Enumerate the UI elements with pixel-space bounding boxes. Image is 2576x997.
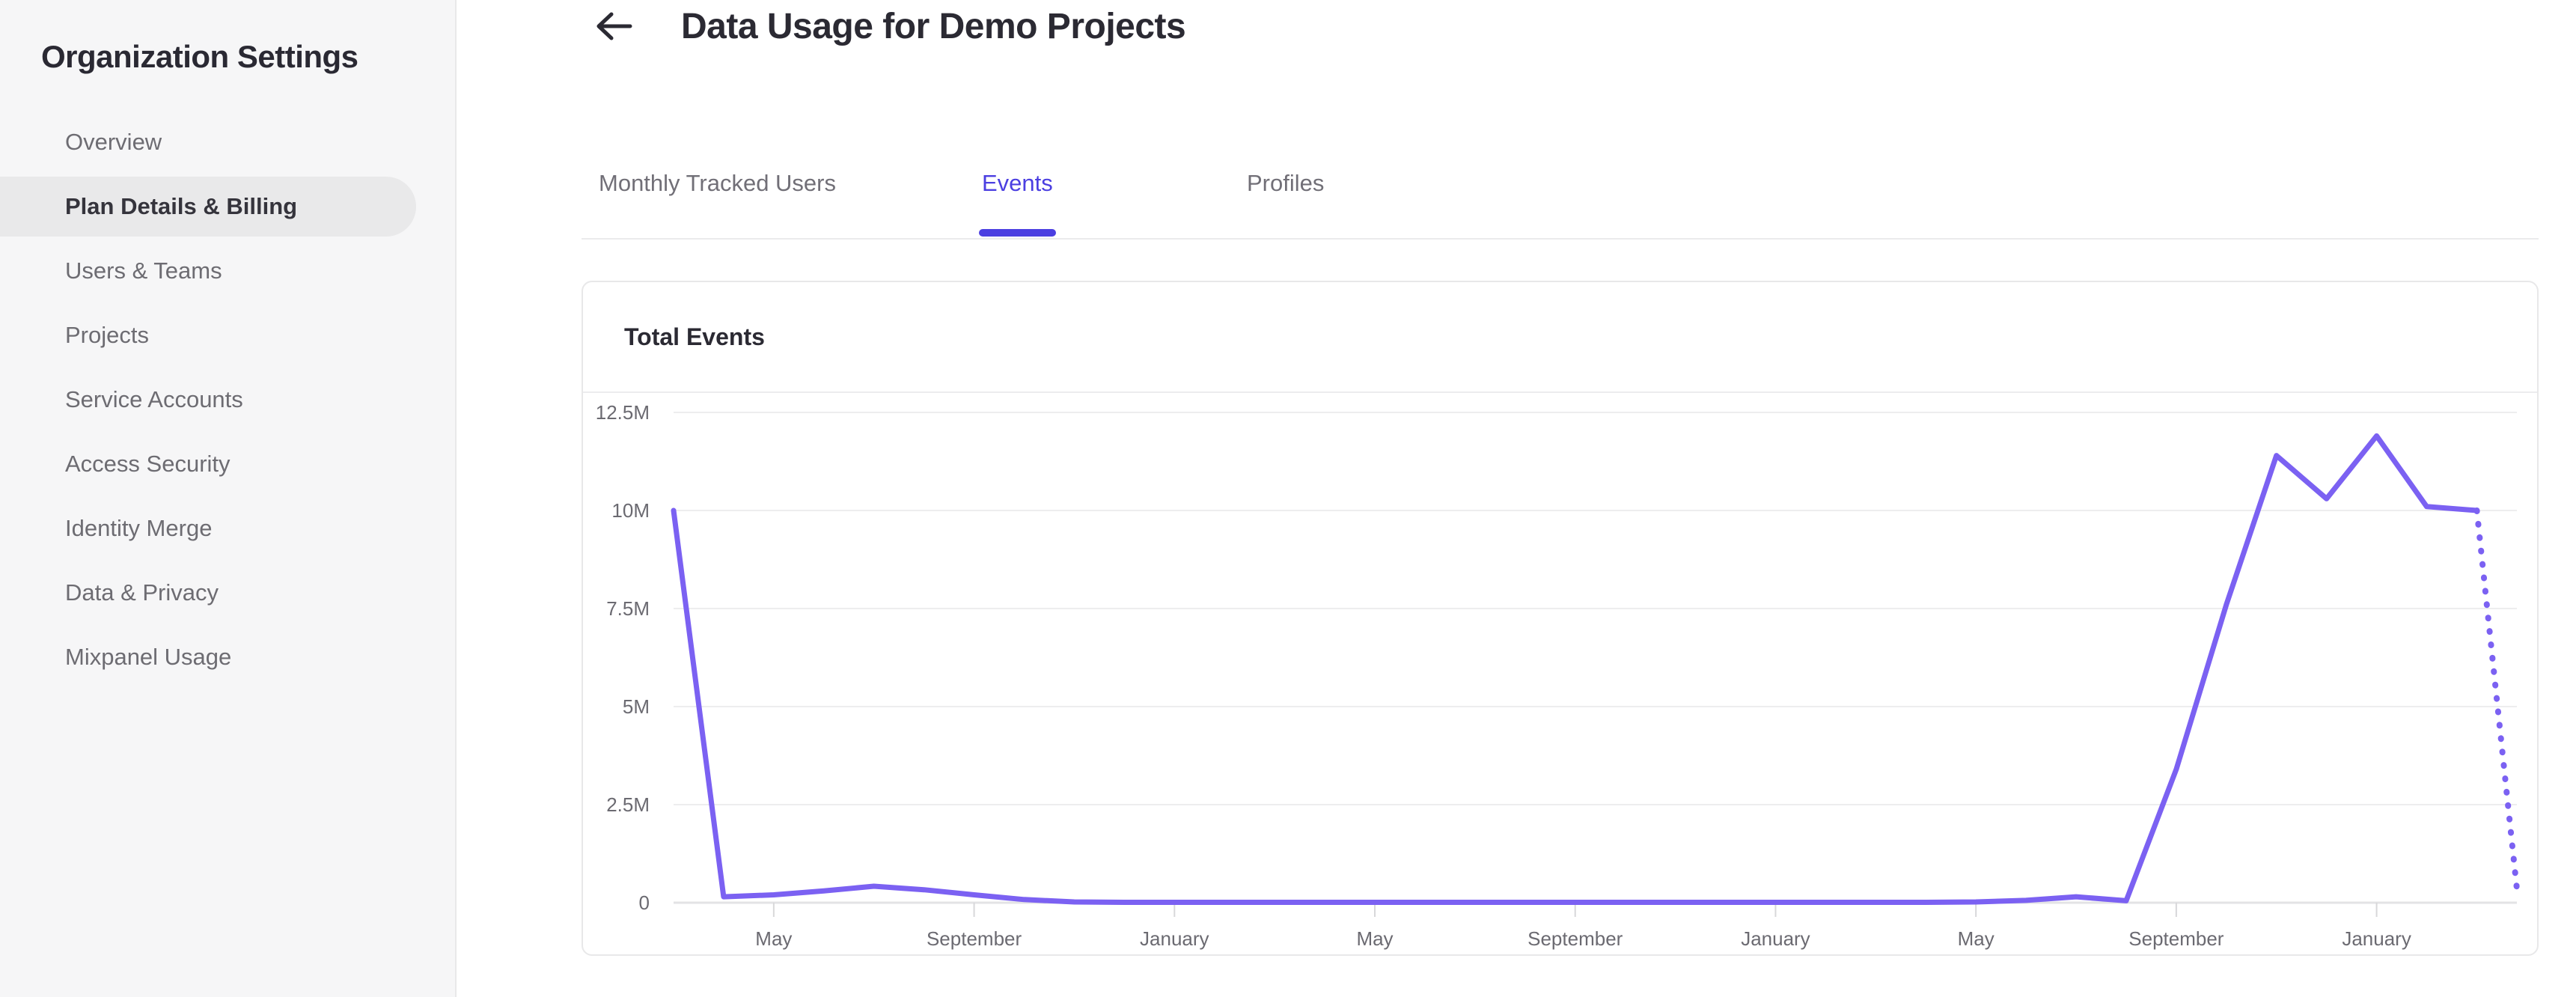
sidebar-item-overview[interactable]: Overview	[65, 129, 162, 155]
active-tab-underline	[979, 229, 1056, 237]
y-axis-label: 2.5M	[606, 793, 650, 816]
chart-line-projected	[2473, 507, 2520, 892]
arrow-left-icon	[594, 10, 633, 45]
x-axis-label: September	[1527, 927, 1623, 950]
sidebar: Organization Settings Overview Plan Detai…	[0, 0, 457, 997]
y-axis-label: 10M	[611, 499, 650, 522]
total-events-card: Total Events 0 2.5M 5M 7.5M 10M 12.5M May Septe…	[582, 281, 2539, 956]
y-axis-label: 7.5M	[606, 597, 650, 620]
x-axis-label: January	[1741, 927, 1810, 950]
x-axis-label: September	[927, 927, 1022, 950]
tab-label: Events	[982, 170, 1053, 196]
sidebar-title: Organization Settings	[41, 39, 358, 74]
x-axis-label: May	[1958, 927, 1994, 950]
sidebar-item-plan-details-billing[interactable]: Plan Details & Billing	[0, 177, 416, 237]
chart-title: Total Events	[583, 282, 2537, 393]
x-axis-label: September	[2128, 927, 2224, 950]
sidebar-nav: Overview Plan Details & Billing Users & Te…	[0, 112, 455, 687]
tabs-bar: Monthly Tracked Users Events Profiles	[458, 171, 2539, 240]
sidebar-item-users-teams[interactable]: Users & Teams	[65, 257, 222, 284]
tabs-divider	[582, 238, 2539, 240]
back-button[interactable]	[591, 0, 636, 54]
events-chart[interactable]: 0 2.5M 5M 7.5M 10M 12.5M May September January Ma…	[583, 393, 2537, 953]
sidebar-item-data-privacy[interactable]: Data & Privacy	[65, 579, 219, 606]
y-axis-label: 12.5M	[596, 401, 650, 424]
sidebar-item-service-accounts[interactable]: Service Accounts	[65, 386, 243, 412]
chart-area[interactable]: 0 2.5M 5M 7.5M 10M 12.5M May September January Ma…	[583, 393, 2537, 953]
tab-monthly-tracked-users[interactable]: Monthly Tracked Users	[599, 171, 836, 196]
tab-label: Monthly Tracked Users	[599, 170, 836, 196]
chart-line	[671, 433, 2479, 905]
tab-events[interactable]: Events	[979, 170, 1056, 237]
sidebar-item-access-security[interactable]: Access Security	[65, 451, 231, 477]
tab-label: Profiles	[1247, 170, 1325, 196]
x-axis-label: January	[1140, 927, 1209, 950]
sidebar-item-mixpanel-usage[interactable]: Mixpanel Usage	[65, 644, 232, 670]
page-title: Data Usage for Demo Projects	[681, 7, 1186, 46]
y-axis-label: 0	[639, 891, 650, 914]
tab-profiles[interactable]: Profiles	[1247, 171, 1324, 196]
sidebar-item-identity-merge[interactable]: Identity Merge	[65, 515, 213, 541]
x-axis-label: May	[755, 927, 792, 950]
x-axis-label: May	[1356, 927, 1393, 950]
main-content: Data Usage for Demo Projects Monthly Tra…	[458, 0, 2576, 997]
y-axis-label: 5M	[623, 695, 650, 718]
sidebar-item-projects[interactable]: Projects	[65, 322, 149, 348]
x-axis-label: January	[2342, 927, 2411, 950]
